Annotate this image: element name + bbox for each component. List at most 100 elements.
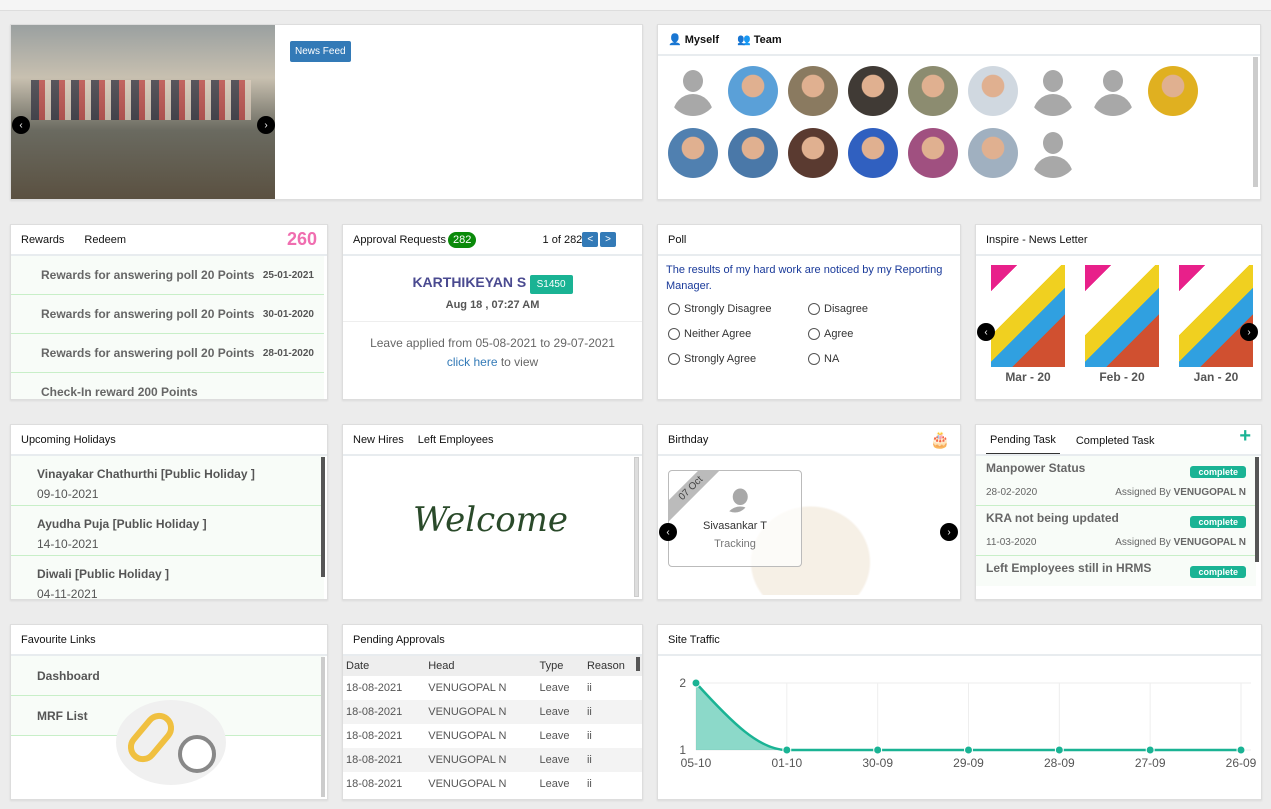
task-item[interactable]: Left Employees still in HRMS complete bbox=[976, 556, 1256, 586]
panel-title: Site Traffic bbox=[668, 633, 720, 646]
table-cell: VENUGOPAL N bbox=[425, 748, 537, 772]
prev-icon[interactable]: ‹ bbox=[977, 323, 995, 341]
avatar[interactable] bbox=[848, 128, 898, 178]
poll-option[interactable]: Neither Agree bbox=[668, 328, 808, 341]
avatar[interactable] bbox=[1148, 66, 1198, 116]
favourite-link[interactable]: Dashboard bbox=[11, 656, 324, 696]
list-item: Rewards for answering poll 20 Points 25-0… bbox=[11, 256, 324, 295]
task-date: 11-03-2020 bbox=[986, 537, 1037, 548]
table-row[interactable]: 18-08-2021 VENUGOPAL N Leave ii bbox=[343, 724, 642, 748]
avatar[interactable] bbox=[728, 66, 778, 116]
avatar[interactable] bbox=[968, 128, 1018, 178]
scrollbar[interactable] bbox=[634, 457, 639, 597]
poll-option[interactable]: Agree bbox=[808, 328, 948, 341]
avatar[interactable] bbox=[908, 128, 958, 178]
next-icon[interactable]: › bbox=[940, 523, 958, 541]
employee-code: S1450 bbox=[529, 275, 573, 294]
status-badge: complete bbox=[1190, 466, 1246, 478]
holidays-panel: Upcoming Holidays Vinayakar Chathurthi [… bbox=[10, 424, 328, 600]
poll-option[interactable]: Strongly Disagree bbox=[668, 303, 808, 316]
option-label: Neither Agree bbox=[684, 328, 752, 341]
radio-button[interactable] bbox=[668, 303, 680, 316]
table-row[interactable]: 18-08-2021 VENUGOPAL N Leave ii bbox=[343, 700, 642, 724]
birthday-card[interactable]: 07 Oct Sivasankar T Tracking bbox=[668, 470, 802, 567]
next-icon[interactable]: › bbox=[1240, 323, 1258, 341]
prev-slide-icon[interactable]: ‹ bbox=[12, 116, 30, 134]
holiday-item: Vinayakar Chathurthi [Public Holiday ] 09… bbox=[11, 456, 324, 506]
data-point bbox=[964, 745, 973, 755]
scrollbar[interactable] bbox=[321, 657, 325, 797]
task-item[interactable]: KRA not being updated complete 11-03-2020 A… bbox=[976, 506, 1256, 556]
approval-panel: Approval Requests 282 1 of 282 < > KARTH… bbox=[342, 224, 643, 400]
newsletter-month: Mar - 20 bbox=[1005, 370, 1051, 384]
scrollbar[interactable] bbox=[636, 657, 640, 671]
list-item: Rewards for answering poll 20 Points 28-0… bbox=[11, 334, 324, 373]
table-row[interactable]: 18-08-2021 VENUGOPAL N Leave ii bbox=[343, 748, 642, 772]
newsletter-item[interactable]: Feb - 20 bbox=[1085, 265, 1159, 384]
click-here-link[interactable]: click here bbox=[446, 355, 498, 369]
request-desc: Leave applied from 05-08-2021 to 29-07-2… bbox=[370, 336, 615, 350]
poll-option[interactable]: Disagree bbox=[808, 303, 948, 316]
column-header: Type bbox=[536, 656, 584, 676]
avatar[interactable] bbox=[728, 128, 778, 178]
list-item: Check-In reward 200 Points bbox=[11, 373, 324, 399]
radio-button[interactable] bbox=[808, 353, 820, 366]
x-tick-label: 30-09 bbox=[862, 756, 893, 770]
avatar[interactable] bbox=[1088, 66, 1138, 116]
avatar[interactable] bbox=[968, 66, 1018, 116]
tab-completed-task[interactable]: Completed Task bbox=[1075, 434, 1155, 447]
holiday-name: Vinayakar Chathurthi [Public Holiday ] bbox=[37, 467, 255, 481]
x-tick-label: 26-09 bbox=[1226, 756, 1257, 770]
scrollbar[interactable] bbox=[1255, 457, 1259, 562]
tab-redeem[interactable]: Redeem bbox=[84, 233, 126, 246]
radio-button[interactable] bbox=[808, 303, 820, 316]
birthday-date: 07 Oct bbox=[669, 471, 725, 523]
avatar[interactable] bbox=[908, 66, 958, 116]
birthday-dept: Tracking bbox=[714, 538, 756, 550]
avatar[interactable] bbox=[788, 66, 838, 116]
option-label: Agree bbox=[824, 328, 854, 341]
reward-date: 25-01-2021 bbox=[262, 269, 314, 281]
tab-left-employees[interactable]: Left Employees bbox=[417, 433, 494, 446]
radio-button[interactable] bbox=[668, 353, 680, 366]
add-task-icon[interactable]: + bbox=[1239, 425, 1251, 447]
avatar[interactable] bbox=[848, 66, 898, 116]
table-row[interactable]: 18-08-2021 VENUGOPAL N Leave ii bbox=[343, 772, 642, 796]
next-button[interactable]: > bbox=[600, 232, 616, 247]
birthday-panel: Birthday 🎂 07 Oct Sivasankar T Tracking ‹… bbox=[657, 424, 961, 600]
scrollbar[interactable] bbox=[321, 457, 325, 577]
newsletter-item[interactable]: Mar - 20 bbox=[991, 265, 1065, 384]
news-image bbox=[11, 25, 275, 199]
avatar[interactable] bbox=[1028, 128, 1078, 178]
tab-new-hires[interactable]: New Hires bbox=[353, 433, 404, 446]
table-row[interactable]: 18-08-2021 VENUGOPAL N Leave ii bbox=[343, 676, 642, 700]
avatar[interactable] bbox=[788, 128, 838, 178]
avatar[interactable] bbox=[668, 128, 718, 178]
table-cell: VENUGOPAL N bbox=[425, 700, 537, 724]
x-tick-label: 28-09 bbox=[1044, 756, 1075, 770]
news-feed-button[interactable]: News Feed bbox=[290, 41, 351, 62]
radio-button[interactable] bbox=[808, 328, 820, 341]
task-item[interactable]: Manpower Status complete 28-02-2020 Assigne… bbox=[976, 456, 1256, 506]
tab-myself[interactable]: 👤 Myself bbox=[668, 34, 720, 46]
poll-option[interactable]: NA bbox=[808, 353, 948, 366]
avatar[interactable] bbox=[1028, 66, 1078, 116]
link-label[interactable]: MRF List bbox=[37, 708, 88, 723]
prev-icon[interactable]: ‹ bbox=[659, 523, 677, 541]
newsletter-cover bbox=[1085, 265, 1159, 367]
holiday-item: Ayudha Puja [Public Holiday ] 14-10-2021 bbox=[11, 506, 324, 556]
link-suffix: to view bbox=[497, 355, 539, 369]
tab-pending-task[interactable]: Pending Task bbox=[986, 427, 1060, 454]
column-header: Date bbox=[343, 656, 426, 676]
next-slide-icon[interactable]: › bbox=[257, 116, 275, 134]
newsletter-item[interactable]: Jan - 20 bbox=[1179, 265, 1253, 384]
poll-option[interactable]: Strongly Agree bbox=[668, 353, 808, 366]
employee-name[interactable]: KARTHIKEYAN S bbox=[412, 274, 527, 290]
avatar[interactable] bbox=[668, 66, 718, 116]
radio-button[interactable] bbox=[668, 328, 680, 341]
tab-rewards[interactable]: Rewards bbox=[21, 233, 65, 246]
tab-team[interactable]: 👥 Team bbox=[737, 34, 782, 46]
scrollbar[interactable] bbox=[1253, 57, 1258, 187]
prev-button[interactable]: < bbox=[582, 232, 599, 247]
link-label[interactable]: Dashboard bbox=[37, 668, 100, 683]
